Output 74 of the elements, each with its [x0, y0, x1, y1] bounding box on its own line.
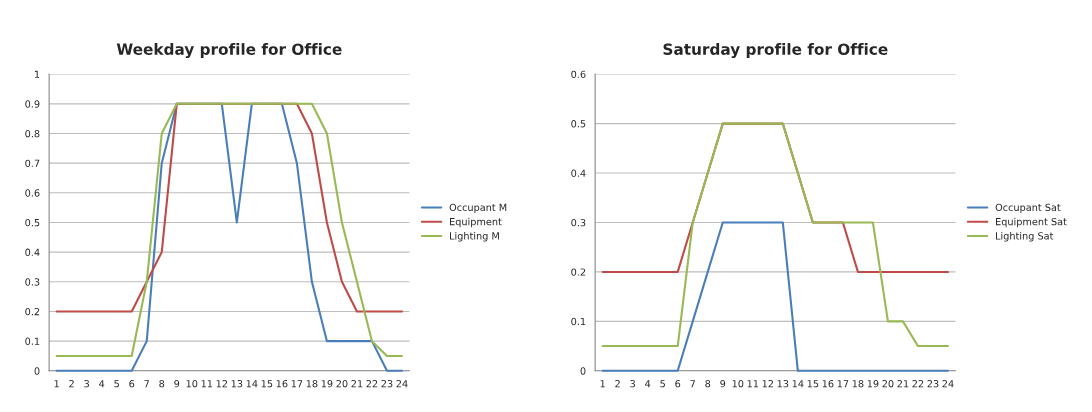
y-tick-label: 0.5 [25, 218, 40, 227]
x-tick-label: 19 [321, 380, 333, 388]
x-tick-label: 7 [690, 380, 695, 388]
x-tick-label: 10 [732, 380, 744, 388]
legend-label: Lighting Sat [996, 232, 1054, 242]
chart-title: Saturday profile for Office [663, 43, 888, 59]
y-tick-label: 0 [580, 367, 586, 375]
x-tick-label: 2 [615, 380, 620, 388]
x-tick-label: 19 [867, 380, 879, 388]
x-tick-label: 1 [600, 380, 605, 388]
x-tick-label: 15 [807, 380, 819, 388]
legend-label: Equipment [450, 217, 502, 228]
x-tick-label: 17 [291, 380, 303, 388]
y-tick-label: 0.2 [571, 268, 586, 276]
legend-label: Equipment Sat [996, 217, 1067, 228]
x-tick-label: 3 [630, 380, 635, 388]
x-tick-label: 5 [660, 380, 665, 388]
x-tick-label: 15 [261, 380, 273, 388]
x-tick-label: 21 [897, 380, 909, 388]
x-tick-label: 20 [882, 380, 894, 388]
y-tick-label: 0.3 [571, 218, 586, 227]
y-tick-label: 0.4 [25, 248, 40, 256]
x-tick-label: 21 [351, 380, 363, 388]
y-tick-label: 0.8 [25, 129, 40, 138]
x-tick-label: 14 [792, 380, 804, 388]
x-tick-label: 1 [54, 380, 59, 388]
x-tick-label: 2 [69, 380, 74, 388]
x-tick-label: 11 [201, 380, 213, 388]
x-tick-label: 12 [762, 380, 774, 388]
legend-label: Occupant M [449, 203, 507, 213]
y-tick-label: 0.1 [25, 337, 40, 345]
x-tick-label: 22 [912, 380, 924, 388]
chart-title: Weekday profile for Office [116, 43, 342, 59]
y-tick-label: 0.3 [25, 278, 40, 286]
x-tick-label: 6 [675, 380, 681, 388]
legend-label: Occupant Sat [995, 203, 1061, 213]
y-tick-label: 0.6 [571, 70, 586, 78]
x-tick-label: 24 [942, 380, 954, 388]
x-tick-label: 9 [720, 380, 726, 388]
y-tick-label: 0.6 [25, 189, 40, 197]
x-tick-label: 7 [144, 380, 149, 388]
x-tick-label: 4 [99, 380, 105, 388]
x-tick-label: 11 [747, 380, 759, 388]
y-tick-label: 1 [34, 70, 40, 78]
x-tick-label: 5 [114, 380, 119, 388]
x-tick-label: 16 [276, 380, 288, 388]
x-tick-label: 13 [777, 380, 789, 388]
x-tick-label: 8 [705, 380, 711, 388]
x-tick-label: 17 [837, 380, 849, 388]
y-tick-label: 0 [34, 367, 40, 375]
x-tick-label: 9 [174, 380, 180, 388]
y-tick-label: 0.7 [25, 159, 40, 167]
y-tick-label: 0.2 [25, 307, 40, 316]
x-tick-label: 16 [822, 380, 834, 388]
x-tick-label: 4 [645, 380, 651, 388]
y-tick-label: 0.1 [571, 317, 586, 326]
y-tick-label: 0.4 [571, 169, 586, 177]
x-tick-label: 13 [231, 380, 243, 388]
x-tick-label: 24 [396, 380, 408, 388]
x-tick-label: 18 [852, 380, 864, 388]
x-tick-label: 14 [246, 380, 258, 388]
x-tick-label: 23 [381, 380, 393, 388]
x-tick-label: 3 [84, 380, 89, 388]
legend-label: Lighting M [450, 232, 499, 242]
x-tick-label: 8 [159, 380, 165, 388]
x-tick-label: 22 [366, 380, 378, 388]
y-tick-label: 0.5 [571, 120, 586, 128]
x-tick-label: 10 [186, 380, 198, 388]
x-tick-label: 23 [927, 380, 939, 388]
x-tick-label: 18 [306, 380, 318, 388]
y-tick-label: 0.9 [25, 100, 40, 108]
x-tick-label: 20 [336, 380, 348, 388]
x-tick-label: 6 [129, 380, 135, 388]
x-tick-label: 12 [216, 380, 228, 388]
